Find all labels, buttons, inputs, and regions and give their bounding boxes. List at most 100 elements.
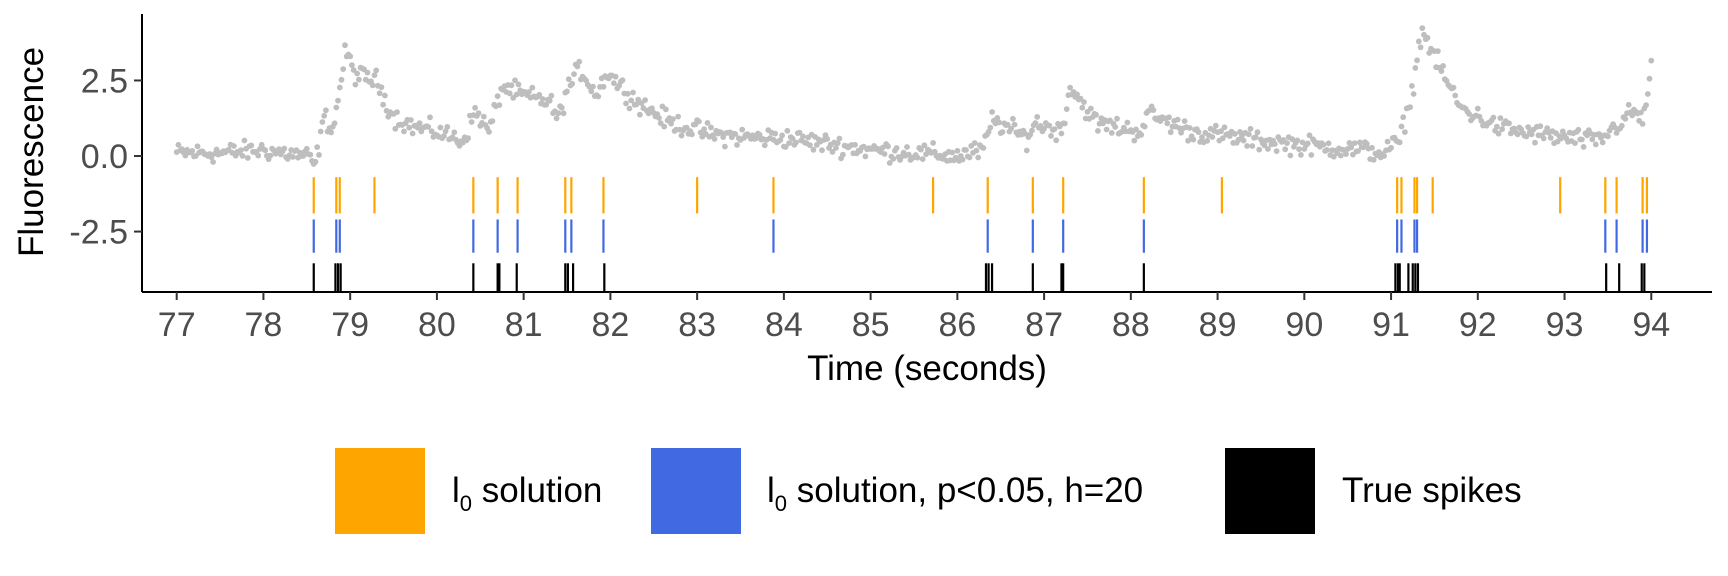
legend-swatch (1225, 448, 1315, 534)
fluorescence-point (175, 141, 182, 148)
y-axis-title: Fluorescence (12, 47, 51, 257)
fluorescence-point (722, 143, 728, 150)
fluorescence-point (1592, 141, 1599, 148)
fluorescence-point (1004, 121, 1011, 128)
fluorescence-point (777, 137, 784, 143)
fluorescence-point (300, 153, 307, 159)
fluorescence-point (1402, 129, 1408, 136)
fluorescence-point (1166, 114, 1172, 121)
fluorescence-point (244, 155, 251, 161)
fluorescence-point (564, 88, 570, 95)
fluorescence-point (1284, 140, 1290, 147)
fluorescence-point (1112, 124, 1119, 130)
fluorescence-point (512, 77, 518, 84)
fluorescence-point (1219, 135, 1226, 142)
fluorescence-point (1167, 129, 1174, 136)
fluorescence-point (852, 141, 858, 148)
fluorescence-point (890, 156, 897, 162)
fluorescence-point (1240, 137, 1247, 144)
x-tick-label: 90 (1285, 306, 1323, 344)
fluorescence-point (1497, 115, 1504, 121)
fluorescence-point (489, 118, 496, 124)
fluorescence-point (1370, 156, 1377, 163)
fluorescence-point (756, 131, 763, 138)
fluorescence-point (539, 96, 546, 102)
fluorescence-point (623, 100, 629, 107)
fluorescence-points (173, 25, 1655, 167)
fluorescence-point (1355, 148, 1361, 154)
fluorescence-point (1212, 122, 1219, 129)
fluorescence-point (1351, 140, 1358, 147)
fluorescence-point (600, 83, 607, 90)
fluorescence-point (1088, 105, 1094, 112)
fluorescence-point (1186, 125, 1193, 131)
fluorescence-point (1346, 140, 1353, 146)
fluorescence-point (1450, 84, 1457, 91)
fluorescence-point (630, 89, 636, 96)
fluorescence-point (394, 109, 400, 115)
fluorescence-point (1074, 91, 1080, 98)
fluorescence-point (1254, 129, 1261, 136)
fluorescence-point (1245, 131, 1252, 138)
fluorescence-point (626, 105, 633, 112)
fluorescence-point (347, 53, 354, 60)
fluorescence-point (1622, 115, 1629, 122)
fluorescence-point (513, 91, 520, 98)
fluorescence-point (704, 120, 711, 126)
fluorescence-point (401, 128, 407, 135)
fluorescence-point (1034, 114, 1041, 120)
fluorescence-point (1388, 144, 1394, 151)
fluorescence-point (1643, 102, 1649, 108)
fluorescence-point (1579, 136, 1585, 143)
fluorescence-point (1046, 122, 1053, 129)
fluorescence-point (1023, 147, 1030, 154)
fluorescence-point (378, 84, 385, 91)
fluorescence-point (303, 145, 310, 152)
x-tick-label: 78 (245, 306, 283, 344)
fluorescence-point (409, 130, 416, 137)
fluorescence-point (1221, 124, 1228, 131)
fluorescence-point (994, 115, 1001, 121)
fluorescence-point (1209, 134, 1216, 140)
fluorescence-point (796, 129, 803, 136)
fluorescence-point (1174, 116, 1181, 123)
fluorescence-point (921, 142, 928, 149)
fluorescence-point (1363, 140, 1370, 147)
fluorescence-point (1528, 131, 1535, 138)
fluorescence-point (465, 135, 471, 142)
fluorescence-point (560, 110, 567, 117)
fluorescence-point (1067, 84, 1073, 91)
fluorescence-point (1304, 140, 1311, 147)
fluorescence-point (649, 105, 655, 112)
fluorescence-point (444, 124, 451, 130)
fluorescence-point (1537, 123, 1544, 130)
fluorescence-point (425, 123, 432, 130)
y-tick-label: 2.5 (81, 62, 128, 100)
fluorescence-point (807, 142, 813, 149)
legend-label: l0 solution (452, 471, 602, 516)
x-tick-label: 85 (852, 306, 890, 344)
x-tick-label: 92 (1459, 306, 1497, 344)
fluorescence-point (949, 149, 956, 156)
fluorescence-point (761, 142, 768, 149)
fluorescence-point (1648, 57, 1655, 64)
fluorescence-point (1414, 57, 1420, 64)
fluorescence-point (1296, 146, 1302, 153)
fluorescence-point (1138, 131, 1145, 138)
fluorescence-point (576, 58, 583, 65)
fluorescence-point (784, 127, 791, 134)
fluorescence-point (1490, 114, 1497, 121)
fluorescence-point (1356, 139, 1363, 146)
fluorescence-point (642, 97, 648, 103)
fluorescence-point (312, 158, 319, 165)
fluorescence-point (628, 97, 635, 104)
fluorescence-point (1348, 144, 1355, 151)
fluorescence-point (663, 106, 669, 113)
fluorescence-point (996, 119, 1002, 126)
fluorescence-point (987, 124, 994, 131)
fluorescence-point (966, 154, 973, 161)
fluorescence-point (624, 90, 631, 97)
x-tick-label: 84 (765, 306, 803, 344)
